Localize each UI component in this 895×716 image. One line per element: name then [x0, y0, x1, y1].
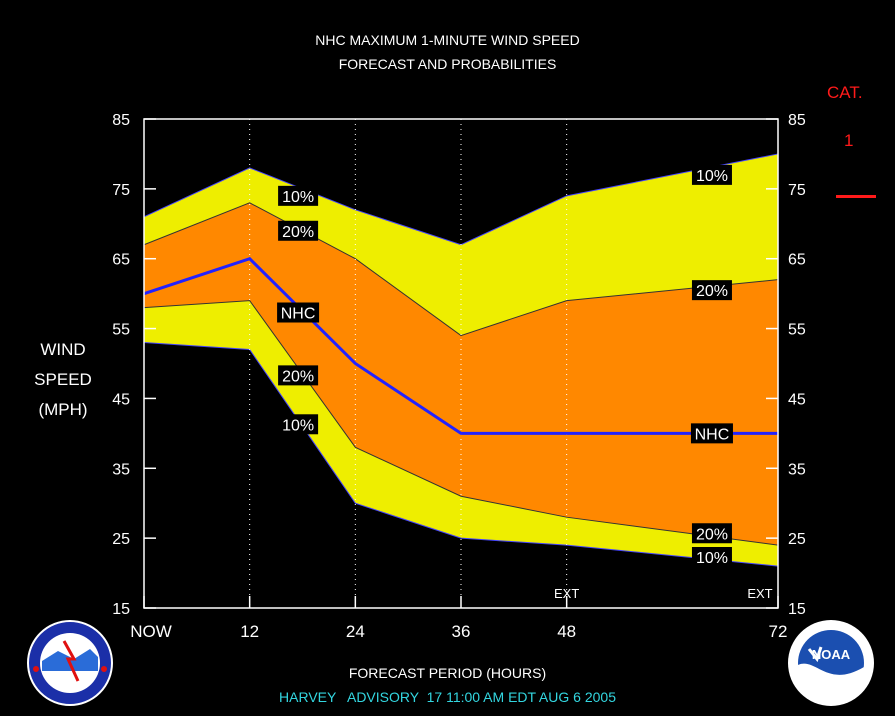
y-tick-label-left-45: 45	[112, 391, 130, 408]
y-tick-label-right-35: 35	[788, 461, 806, 478]
annotation-box-4	[278, 414, 319, 435]
nws-logo	[27, 620, 113, 706]
ext-label-72: EXT	[747, 586, 772, 601]
plot-area: 15 15 25 25 35 35 45 45 55 55 65 65 75 75 85 85 NOW 12 24 3…	[112, 112, 806, 641]
x-tick-label-36: 36	[452, 622, 471, 641]
y-tick-label-left-55: 55	[112, 322, 130, 339]
y-tick-label-right-85: 85	[788, 112, 806, 129]
y-tick-label-right-65: 65	[788, 252, 806, 269]
y-tick-label-left-25: 25	[112, 531, 130, 548]
annotation-label-6: 20%	[696, 283, 728, 300]
y-tick-label-right-55: 55	[788, 322, 806, 339]
annotation-box-2	[277, 302, 320, 323]
annotation-box-3	[278, 365, 319, 386]
advisory-line: HARVEY ADVISORY 17 11:00 AM EDT AUG 6 20…	[279, 689, 616, 705]
y-axis-label-line3: (MPH)	[38, 400, 88, 419]
noaa-logo-text: NOAA	[812, 647, 851, 662]
annotation-box-7	[690, 423, 733, 444]
y-tick-label-right-45: 45	[788, 391, 806, 408]
chart-title-line2: FORECAST AND PROBABILITIES	[338, 56, 557, 72]
series-line-lower-20	[143, 300, 779, 546]
annotation-label-7: NHC	[695, 426, 730, 443]
annotation-box-9	[691, 547, 732, 568]
annotation-label-8: 20%	[696, 526, 728, 543]
series-line-lower-10	[143, 342, 779, 567]
y-tick-label-left-75: 75	[112, 182, 130, 199]
x-tick-label-now: NOW	[130, 622, 172, 641]
x-tick-label-12: 12	[240, 622, 259, 641]
annotation-label-2: NHC	[281, 306, 316, 323]
band-20-percent	[144, 202, 778, 546]
y-tick-label-left-65: 65	[112, 252, 130, 269]
annotation-label-0: 10%	[282, 189, 314, 206]
ext-label-48: EXT	[554, 586, 579, 601]
y-tick-label-left-35: 35	[112, 461, 130, 478]
noaa-logo: NOAA	[788, 620, 874, 706]
y-tick-label-left-85: 85	[112, 112, 130, 129]
y-tick-label-right-25: 25	[788, 531, 806, 548]
annotation-box-1	[278, 220, 319, 241]
x-tick-label-48: 48	[557, 622, 576, 641]
category-label: CAT.	[827, 83, 863, 102]
annotation-label-1: 20%	[282, 224, 314, 241]
annotation-box-5	[691, 164, 732, 185]
annotation-label-5: 10%	[696, 168, 728, 185]
y-axis-label-line1: WIND	[40, 340, 86, 359]
annotation-label-4: 10%	[282, 417, 314, 434]
x-tick-label-24: 24	[346, 622, 365, 641]
x-axis-label: FORECAST PERIOD (HOURS)	[348, 665, 547, 681]
series-line-nhc	[143, 257, 778, 435]
annotation-label-3: 20%	[282, 368, 314, 385]
category-marker	[836, 195, 876, 198]
annotation-box-6	[691, 280, 732, 301]
annotation-label-9: 10%	[696, 550, 728, 567]
series-line-upper-10	[143, 153, 779, 246]
series-line-upper-20	[143, 202, 779, 337]
chart-title-line1: NHC MAXIMUM 1-MINUTE WIND SPEED	[315, 32, 580, 48]
y-axis-label-line2: SPEED	[34, 370, 92, 389]
x-tick-label-72: 72	[769, 622, 788, 641]
y-tick-label-right-15: 15	[788, 601, 806, 618]
y-tick-label-left-15: 15	[112, 601, 130, 618]
annotation-box-0	[278, 185, 319, 206]
category-value: 1	[844, 131, 854, 150]
annotation-box-8	[691, 523, 732, 544]
y-tick-label-right-75: 75	[788, 182, 806, 199]
